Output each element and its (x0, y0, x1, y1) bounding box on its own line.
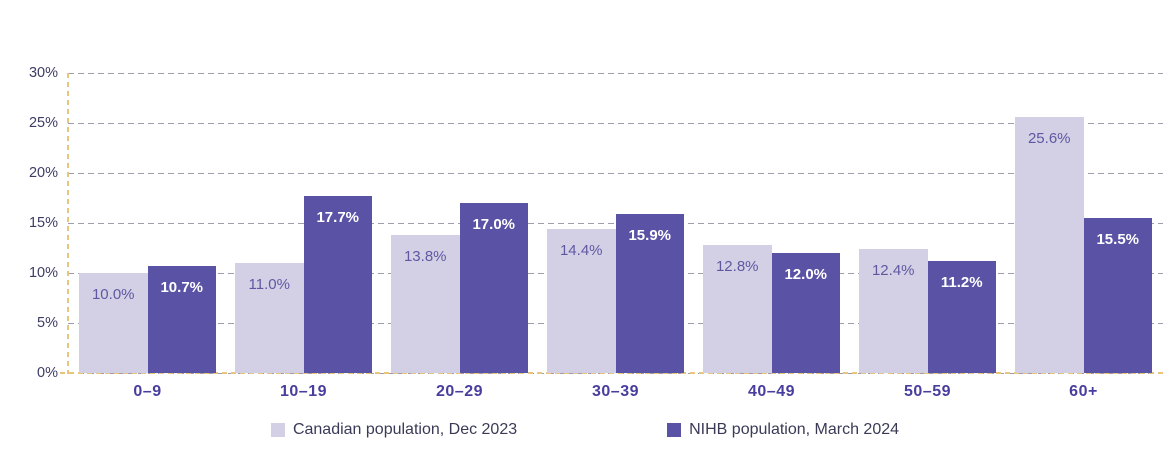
bar-group-30–39: 14.4% 15.9% 30–39 (547, 73, 684, 400)
bar-value-label: 10.7% (160, 279, 204, 296)
bar-canadian-20–29: 13.8% (391, 235, 460, 373)
x-axis-label-0–9: 0–9 (133, 383, 162, 400)
x-axis-label-20–29: 20–29 (436, 383, 483, 400)
legend: Canadian population, Dec 2023 NIHB popula… (0, 421, 1170, 439)
bar-value-label: 12.0% (784, 266, 828, 283)
bar-canadian-10–19: 11.0% (235, 263, 304, 373)
bar-group-10–19: 11.0% 17.7% 10–19 (235, 73, 372, 400)
bar-nihb-50–59: 11.2% (927, 261, 996, 373)
y-axis-line (67, 73, 69, 374)
y-tick-label-5%: 5% (37, 315, 58, 331)
bar-value-label: 15.9% (628, 227, 672, 244)
x-axis-label-40–49: 40–49 (748, 383, 795, 400)
x-axis-label-30–39: 30–39 (592, 383, 639, 400)
gridline-30% (68, 73, 1163, 74)
x-axis-label-10–19: 10–19 (280, 383, 327, 400)
gridline-25% (68, 123, 1163, 124)
bar-value-label: 13.8% (403, 248, 447, 265)
bar-value-label: 17.7% (316, 209, 360, 226)
bar-canadian-0–9: 10.0% (79, 273, 148, 373)
legend-label: Canadian population, Dec 2023 (292, 421, 518, 438)
x-axis-baseline (60, 372, 1165, 374)
bar-value-label: 14.4% (559, 242, 603, 259)
bar-value-label: 12.8% (715, 258, 759, 275)
bar-group-20–29: 13.8% 17.0% 20–29 (391, 73, 528, 400)
bar-value-label: 15.5% (1096, 231, 1140, 248)
legend-item-nihb-population: NIHB population, March 2024 (667, 421, 899, 439)
gridline-20% (68, 173, 1163, 174)
x-axis-label-60+: 60+ (1069, 383, 1098, 400)
bar-nihb-60+: 15.5% (1083, 218, 1152, 373)
legend-swatch (270, 423, 285, 437)
y-tick-label-30%: 30% (28, 65, 58, 81)
bar-value-label: 10.0% (91, 286, 135, 303)
y-tick-label-15%: 15% (28, 215, 58, 231)
bar-value-label: 12.4% (871, 262, 915, 279)
bars-area: 10.0% 10.7% 0–9 11.0% 17.7% 10–19 13.8% 17.0% 20… (79, 73, 1152, 400)
y-tick-label-0%: 0% (37, 365, 58, 381)
bar-nihb-30–39: 15.9% (615, 214, 684, 373)
bar-nihb-40–49: 12.0% (771, 253, 840, 373)
y-tick-label-10%: 10% (28, 265, 58, 281)
bar-group-60+: 25.6% 15.5% 60+ (1015, 73, 1152, 400)
bar-canadian-60+: 25.6% (1015, 117, 1084, 373)
bar-value-label: 11.2% (940, 274, 983, 291)
bar-value-label: 17.0% (472, 216, 516, 233)
y-tick-label-20%: 20% (28, 165, 58, 181)
legend-item-canadian-population: Canadian population, Dec 2023 (270, 421, 518, 439)
bar-canadian-30–39: 14.4% (547, 229, 616, 373)
legend-label: NIHB population, March 2024 (689, 421, 900, 438)
bar-group-0–9: 10.0% 10.7% 0–9 (79, 73, 216, 400)
legend-swatch (667, 423, 682, 437)
bar-group-50–59: 12.4% 11.2% 50–59 (859, 73, 996, 400)
y-tick-label-25%: 25% (28, 115, 58, 131)
bar-value-label: 11.0% (248, 276, 290, 293)
bar-canadian-40–49: 12.8% (703, 245, 772, 373)
bar-nihb-0–9: 10.7% (147, 266, 216, 373)
x-axis-label-50–59: 50–59 (904, 383, 951, 400)
bar-group-40–49: 12.8% 12.0% 40–49 (703, 73, 840, 400)
bar-nihb-20–29: 17.0% (459, 203, 528, 373)
bar-value-label: 25.6% (1027, 130, 1071, 147)
bar-canadian-50–59: 12.4% (859, 249, 928, 373)
bar-nihb-10–19: 17.7% (303, 196, 372, 373)
